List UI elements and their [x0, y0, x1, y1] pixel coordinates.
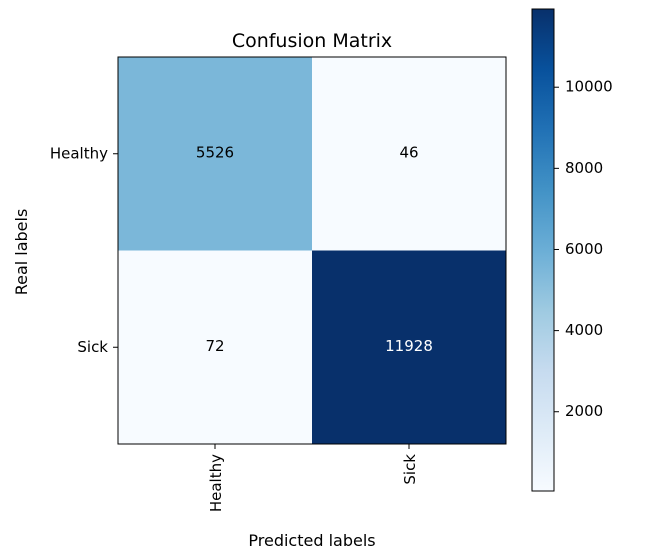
- heatmap-cell: [312, 250, 507, 445]
- heatmap-cells: [118, 57, 507, 445]
- colorbar-tick-label: 8000: [565, 159, 603, 177]
- colorbar-tick-label: 4000: [565, 321, 603, 339]
- colorbar-tick-label: 10000: [565, 78, 613, 96]
- x-tick-label: Healthy: [207, 454, 225, 512]
- cell-value-label: 72: [205, 337, 224, 355]
- cell-value-label: 46: [399, 143, 418, 161]
- colorbar: [531, 8, 555, 492]
- colorbar-ticks: 2000 4000 6000 8000 10000: [554, 78, 613, 420]
- plot-frame: [117, 56, 507, 445]
- colorbar-tick-label: 2000: [565, 402, 603, 420]
- cell-value-label: 11928: [385, 337, 433, 355]
- heatmap-cell-labels: 5526 46 72 11928: [196, 143, 433, 355]
- x-tick-label: Sick: [401, 454, 419, 485]
- y-tick-label: Healthy: [50, 144, 108, 162]
- cell-value-label: 5526: [196, 143, 234, 161]
- y-tick-label: Sick: [77, 338, 108, 356]
- x-axis-label: Predicted labels: [248, 531, 375, 550]
- y-axis-ticks: Healthy Sick: [50, 144, 118, 356]
- heatmap-cell: [118, 250, 313, 445]
- heatmap-cell: [118, 57, 313, 251]
- y-axis-label: Real labels: [12, 209, 31, 296]
- x-axis-ticks: Healthy Sick: [207, 444, 419, 512]
- chart-title: Confusion Matrix: [232, 30, 392, 52]
- colorbar-tick-label: 6000: [565, 240, 603, 258]
- heatmap-cell: [312, 57, 507, 251]
